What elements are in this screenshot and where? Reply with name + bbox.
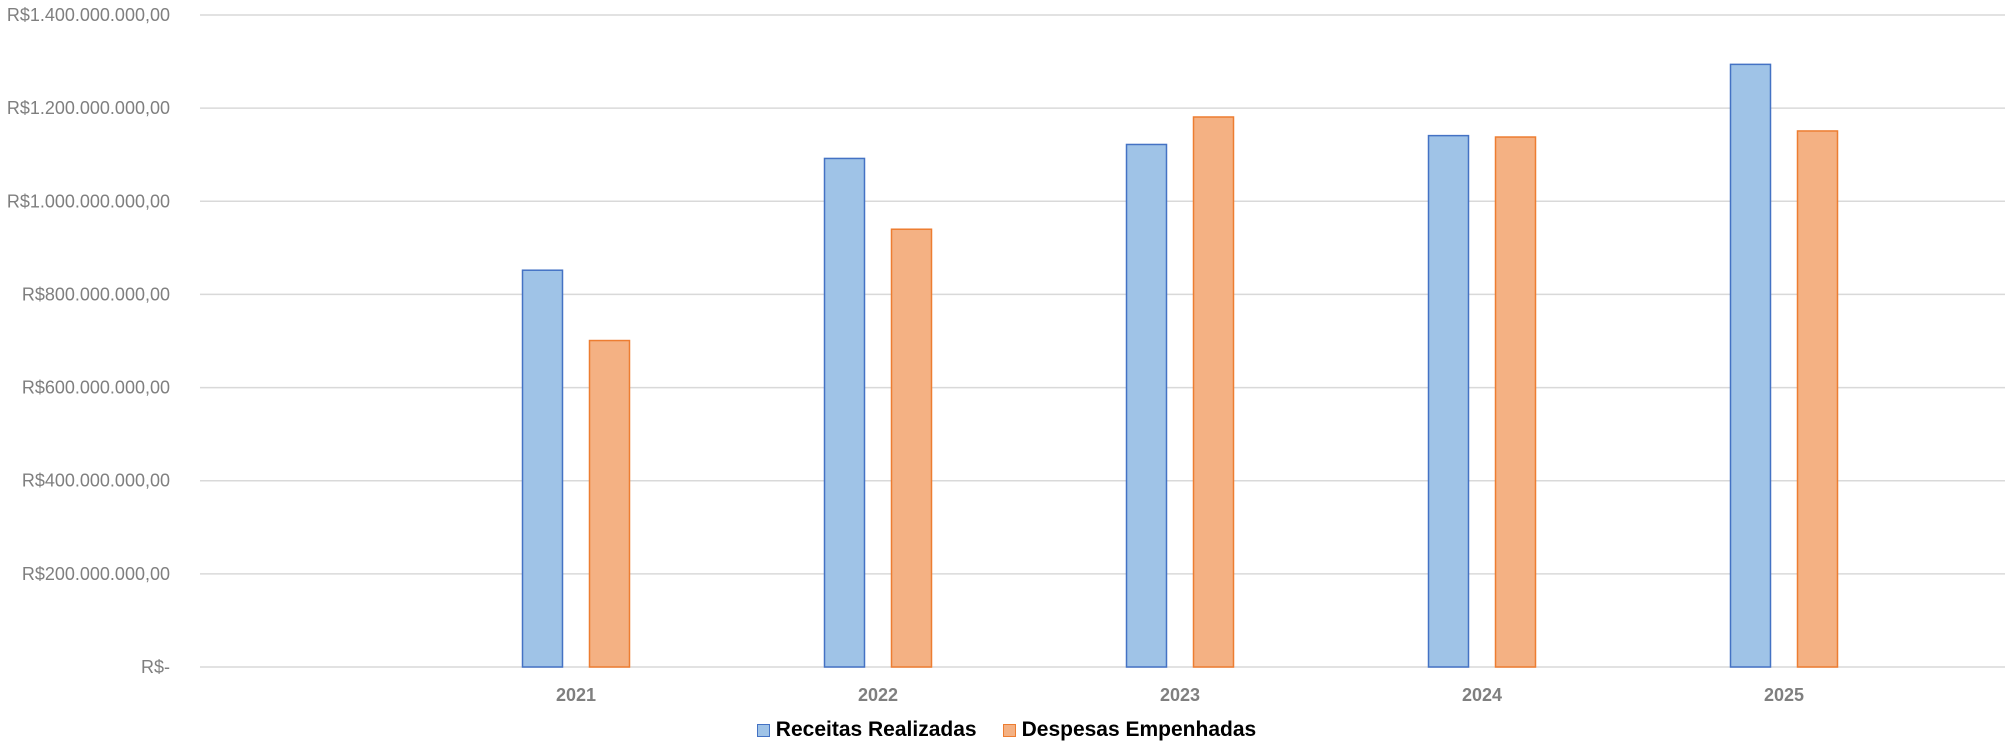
x-axis: 2021 2022 2023 2024 2025: [556, 685, 1804, 705]
y-axis: R$- R$200.000.000,00 R$400.000.000,00 R$600…: [7, 5, 170, 677]
bar-despesas-2024: [1494, 136, 1537, 668]
x-tick-label: 2022: [858, 685, 898, 705]
y-tick-label: R$1.400.000.000,00: [7, 5, 170, 25]
y-tick-label: R$1.000.000.000,00: [7, 191, 170, 211]
y-tick-label: R$800.000.000,00: [22, 284, 170, 304]
bar-despesas-2021: [588, 339, 631, 668]
legend-swatch-receitas: [756, 723, 770, 737]
x-tick-label: 2025: [1764, 685, 1804, 705]
y-tick-label: R$-: [141, 657, 170, 677]
bar-receitas-2025: [1729, 63, 1772, 668]
legend-label-receitas: Receitas Realizadas: [775, 718, 977, 741]
y-tick-label: R$1.200.000.000,00: [7, 98, 170, 118]
legend-swatch-despesas: [1002, 723, 1016, 737]
x-tick-label: 2021: [556, 685, 596, 705]
bar-receitas-2024: [1427, 134, 1470, 668]
bar-receitas-2021: [521, 269, 564, 668]
y-tick-label: R$200.000.000,00: [22, 564, 170, 584]
y-tick-label: R$600.000.000,00: [22, 378, 170, 398]
legend-label-despesas: Despesas Empenhadas: [1021, 718, 1257, 741]
bar-despesas-2022: [890, 228, 933, 668]
bars: [521, 63, 1839, 668]
gridlines: [200, 14, 2005, 668]
legend: Receitas Realizadas Despesas Empenhadas: [0, 718, 2013, 742]
y-tick-label: R$400.000.000,00: [22, 471, 170, 491]
legend-item-despesas: Despesas Empenhadas: [1002, 718, 1257, 742]
bar-despesas-2025: [1796, 130, 1839, 668]
x-tick-label: 2024: [1462, 685, 1502, 705]
bar-receitas-2022: [823, 157, 866, 668]
legend-item-receitas: Receitas Realizadas: [756, 718, 977, 742]
bar-despesas-2023: [1192, 116, 1235, 668]
x-tick-label: 2023: [1160, 685, 1200, 705]
bar-receitas-2023: [1125, 143, 1168, 668]
